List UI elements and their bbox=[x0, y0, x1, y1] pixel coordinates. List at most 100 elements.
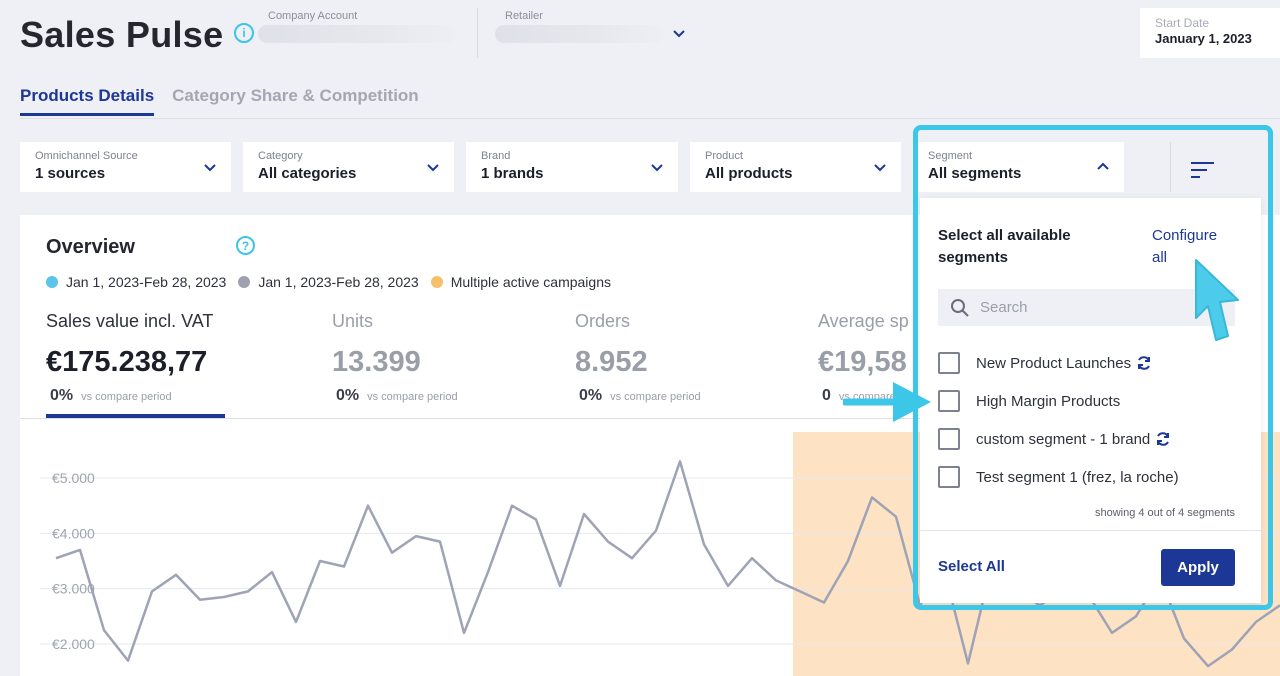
y-tick-label: €3.000 bbox=[52, 581, 95, 597]
sort-icon[interactable] bbox=[1190, 160, 1216, 180]
chevron-up-icon bbox=[1097, 162, 1109, 170]
filter-value: All products bbox=[705, 165, 793, 182]
company-account-label: Company Account bbox=[268, 10, 358, 22]
filter-label: Brand bbox=[481, 150, 511, 162]
legend-dot bbox=[46, 276, 58, 288]
highlight-box bbox=[913, 125, 1273, 610]
y-axis: €5.000 €4.000 €3.000 €2.000 bbox=[52, 470, 95, 652]
segment-label: custom segment - 1 brand bbox=[976, 430, 1151, 448]
segment-label: High Margin Products bbox=[976, 392, 1121, 410]
filter-category[interactable]: Category All categories bbox=[243, 142, 454, 192]
start-date-value: January 1, 2023 bbox=[1155, 31, 1252, 46]
search-input[interactable] bbox=[980, 299, 1210, 316]
tabs-divider bbox=[20, 118, 1280, 119]
filter-value: All categories bbox=[258, 165, 357, 182]
segment-label: New Product Launches bbox=[976, 354, 1132, 372]
checkbox[interactable] bbox=[938, 390, 960, 412]
y-tick-label: €2.000 bbox=[52, 636, 95, 652]
segment-search[interactable] bbox=[938, 289, 1235, 326]
configure-all-link[interactable]: Configure all bbox=[1152, 227, 1218, 266]
kpi-name: Average sp bbox=[818, 311, 909, 331]
kpi-pct: 0 bbox=[822, 387, 831, 404]
kpi-vs: vs compare period bbox=[81, 391, 172, 403]
chevron-down-icon bbox=[874, 164, 886, 172]
info-icon[interactable]: i bbox=[234, 23, 254, 43]
kpi-active-indicator bbox=[46, 414, 225, 418]
checkbox[interactable] bbox=[938, 466, 960, 488]
help-icon[interactable]: ? bbox=[236, 236, 255, 255]
kpi-pct: 0% bbox=[579, 387, 603, 404]
overview-title: Overview bbox=[46, 236, 135, 258]
kpi-divider bbox=[20, 418, 930, 419]
segment-option[interactable]: custom segment - 1 brand bbox=[938, 428, 1171, 450]
kpi-value: 13.399 bbox=[332, 346, 421, 378]
chevron-down-icon bbox=[204, 164, 216, 172]
filter-product[interactable]: Product All products bbox=[690, 142, 901, 192]
checkbox[interactable] bbox=[938, 352, 960, 374]
segment-option[interactable]: New Product Launches bbox=[938, 352, 1152, 374]
kpi-pct: 0% bbox=[336, 387, 360, 404]
retailer-chevron-down-icon[interactable] bbox=[672, 26, 686, 40]
company-account-value-blurred bbox=[258, 25, 458, 43]
legend-item: Multiple active campaigns bbox=[430, 274, 611, 290]
kpi-vs: vs compare period bbox=[610, 391, 701, 403]
filter-value: 1 sources bbox=[35, 165, 106, 182]
segment-option[interactable]: High Margin Products bbox=[938, 390, 1120, 412]
apply-button[interactable]: Apply bbox=[1161, 549, 1235, 586]
tab-category-share[interactable]: Category Share & Competition bbox=[172, 86, 419, 105]
filter-omnichannel-source[interactable]: Omnichannel Source 1 sources bbox=[20, 142, 231, 192]
legend: Jan 1, 2023-Feb 28, 2023 Jan 1, 2023-Feb… bbox=[46, 274, 611, 290]
kpi-sales-value[interactable]: Sales value incl. VAT €175.238,77 0% vs c… bbox=[46, 311, 213, 405]
company-account-select[interactable]: Company Account bbox=[258, 10, 458, 43]
legend-item: Jan 1, 2023-Feb 28, 2023 bbox=[46, 274, 226, 290]
kpi-value: €19,58 bbox=[818, 346, 907, 378]
segment-dropdown-panel bbox=[920, 198, 1261, 603]
tab-products-details[interactable]: Products Details bbox=[20, 86, 155, 116]
start-date-label: Start Date bbox=[1155, 16, 1210, 30]
tab-bar: Products Details Category Share & Compet… bbox=[20, 86, 419, 116]
y-tick-label: €5.000 bbox=[52, 470, 95, 486]
filter-label: Product bbox=[705, 150, 743, 162]
filter-divider bbox=[1170, 142, 1171, 192]
segment-option[interactable]: Test segment 1 (frez, la roche) bbox=[938, 466, 1179, 488]
filter-value: 1 brands bbox=[481, 165, 544, 182]
filter-label: Category bbox=[258, 150, 303, 162]
chevron-down-icon bbox=[651, 164, 663, 172]
header-divider bbox=[477, 8, 478, 58]
legend-label: Jan 1, 2023-Feb 28, 2023 bbox=[258, 274, 419, 290]
refresh-icon bbox=[1138, 356, 1151, 370]
page-title: Sales Pulse bbox=[20, 14, 224, 55]
segment-panel-title: Select all available segments bbox=[938, 227, 1071, 266]
y-tick-label: €4.000 bbox=[52, 525, 95, 541]
mouse-cursor-icon bbox=[1195, 259, 1239, 341]
legend-label: Jan 1, 2023-Feb 28, 2023 bbox=[66, 274, 227, 290]
legend-dot bbox=[238, 276, 251, 288]
kpi-units[interactable]: Units 13.399 0% vs compare period bbox=[332, 311, 458, 405]
kpi-name: Units bbox=[332, 311, 374, 331]
kpi-name: Orders bbox=[575, 311, 631, 331]
arrow-pointer-icon bbox=[843, 382, 931, 422]
kpi-value: 8.952 bbox=[575, 346, 648, 378]
search-icon bbox=[951, 298, 969, 317]
kpi-orders[interactable]: Orders 8.952 0% vs compare period bbox=[575, 311, 701, 405]
filter-label: Segment bbox=[928, 150, 973, 162]
kpi-average-spend[interactable]: Average sp €19,58 0vs compare period bbox=[818, 311, 913, 405]
legend-item: Jan 1, 2023-Feb 28, 2023 bbox=[238, 274, 419, 290]
refresh-icon bbox=[1157, 432, 1170, 446]
filter-segment[interactable]: Segment All segments bbox=[913, 142, 1124, 192]
start-date-picker[interactable]: Start Date January 1, 2023 bbox=[1140, 8, 1280, 58]
kpi-value: €175.238,77 bbox=[46, 346, 208, 378]
kpi-pct: 0% bbox=[50, 387, 74, 404]
legend-dot bbox=[430, 276, 443, 288]
segment-count-text: showing 4 out of 4 segments bbox=[1094, 507, 1235, 519]
retailer-select[interactable]: Retailer bbox=[495, 10, 695, 43]
filter-brand[interactable]: Brand 1 brands bbox=[466, 142, 678, 192]
retailer-label: Retailer bbox=[505, 10, 543, 22]
checkbox[interactable] bbox=[938, 428, 960, 450]
chevron-down-icon bbox=[427, 164, 439, 172]
kpi-vs: vs compare period bbox=[367, 391, 458, 403]
kpi-name: Sales value incl. VAT bbox=[46, 311, 214, 331]
segment-label: Test segment 1 (frez, la roche) bbox=[976, 468, 1179, 486]
panel-divider bbox=[920, 530, 1261, 531]
select-all-link[interactable]: Select All bbox=[938, 558, 1005, 575]
